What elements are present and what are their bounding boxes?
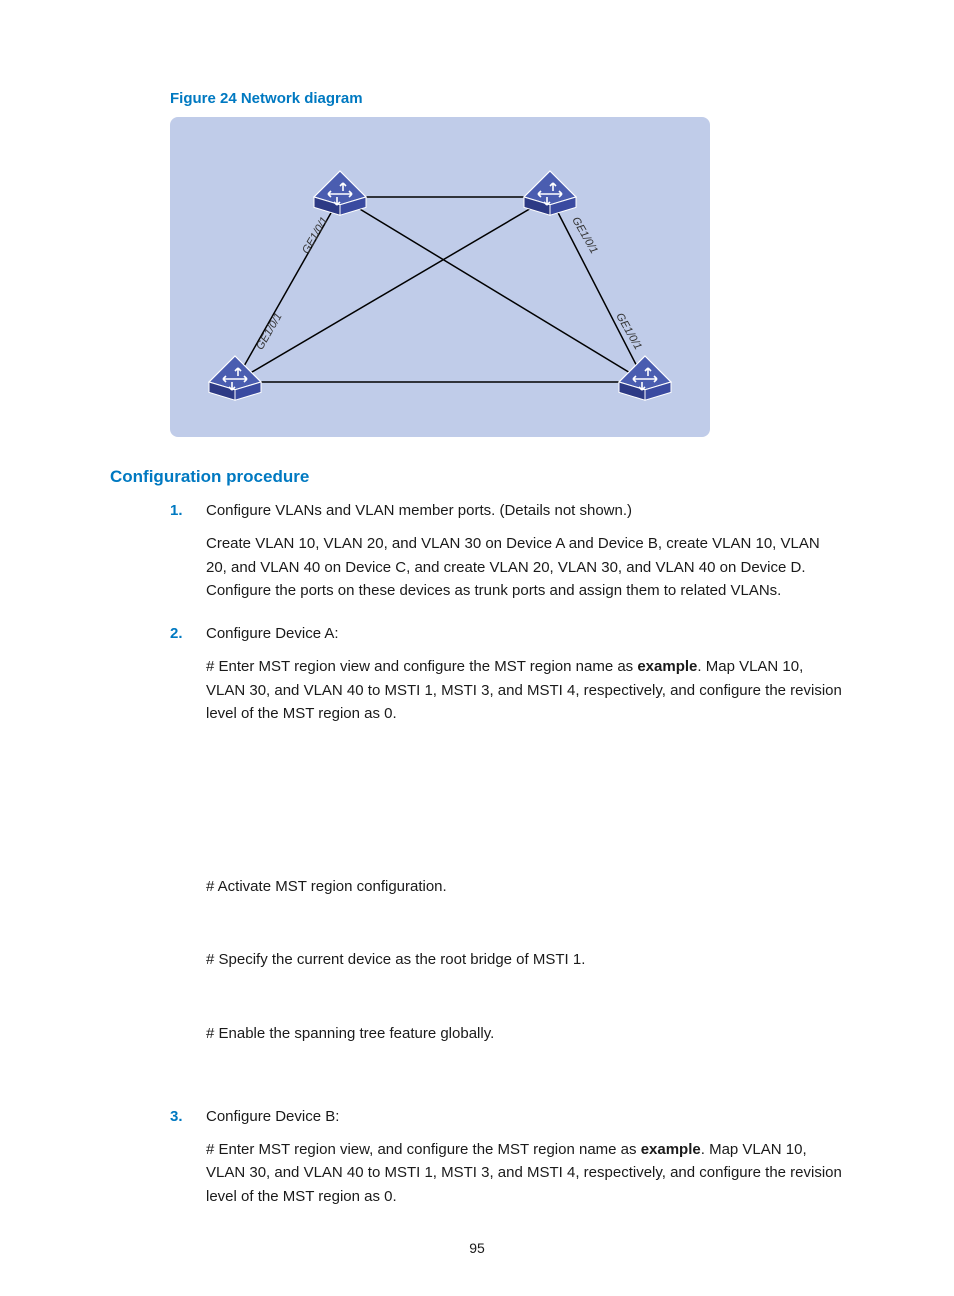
- diagram-edge: [235, 197, 550, 382]
- step-title: Configure Device A:: [206, 622, 844, 645]
- diagram-edge: [550, 197, 645, 382]
- steps-list: 1. Configure VLANs and VLAN member ports.…: [110, 499, 844, 1208]
- spacer: [206, 898, 844, 938]
- step-item: 3. Configure Device B: # Enter MST region …: [170, 1105, 844, 1208]
- step-title: Configure VLANs and VLAN member ports. (…: [206, 499, 844, 522]
- port-label: GE1/0/1: [254, 311, 285, 352]
- section-header: Configuration procedure: [110, 467, 844, 487]
- port-label: GE1/0/1: [300, 215, 331, 256]
- step-number: 2.: [170, 622, 183, 645]
- step-title: Configure Device B:: [206, 1105, 844, 1128]
- hash-step: # Enter MST region view and configure th…: [206, 655, 844, 725]
- diagram-edge: [340, 197, 645, 382]
- network-diagram: GE1/0/1 GE1/0/1 GE1/0/1 GE1/0/1: [170, 117, 710, 437]
- step-number: 3.: [170, 1105, 183, 1128]
- step-item: 1. Configure VLANs and VLAN member ports.…: [170, 499, 844, 602]
- hash-bold: example: [641, 1141, 701, 1158]
- hash-bold: example: [637, 658, 697, 675]
- switch-icon: [524, 171, 576, 215]
- switch-icon: [314, 171, 366, 215]
- port-label: GE1/0/1: [569, 215, 600, 256]
- page: Figure 24 Network diagram GE1/0/1GE1/0/1…: [0, 0, 954, 1296]
- spacer: [206, 972, 844, 1012]
- hash-step: # Enable the spanning tree feature globa…: [206, 1022, 844, 1045]
- hash-prefix: # Enter MST region view, and configure t…: [206, 1141, 641, 1158]
- spacer: [206, 1045, 844, 1085]
- figure-caption: Figure 24 Network diagram: [170, 90, 844, 107]
- hash-step: # Activate MST region configuration.: [206, 875, 844, 898]
- hash-step: # Specify the current device as the root…: [206, 948, 844, 971]
- port-label: GE1/0/1: [613, 311, 644, 352]
- spacer: [206, 725, 844, 865]
- step-number: 1.: [170, 499, 183, 522]
- page-number: 95: [0, 1240, 954, 1256]
- switch-icon: [209, 356, 261, 400]
- step-item: 2. Configure Device A: # Enter MST region …: [170, 622, 844, 1085]
- network-diagram-svg: GE1/0/1 GE1/0/1 GE1/0/1 GE1/0/1: [170, 117, 710, 437]
- hash-prefix: # Enter MST region view and configure th…: [206, 658, 637, 675]
- hash-step: # Enter MST region view, and configure t…: [206, 1138, 844, 1208]
- switch-icon: [619, 356, 671, 400]
- step-paragraph: Create VLAN 10, VLAN 20, and VLAN 30 on …: [206, 532, 844, 602]
